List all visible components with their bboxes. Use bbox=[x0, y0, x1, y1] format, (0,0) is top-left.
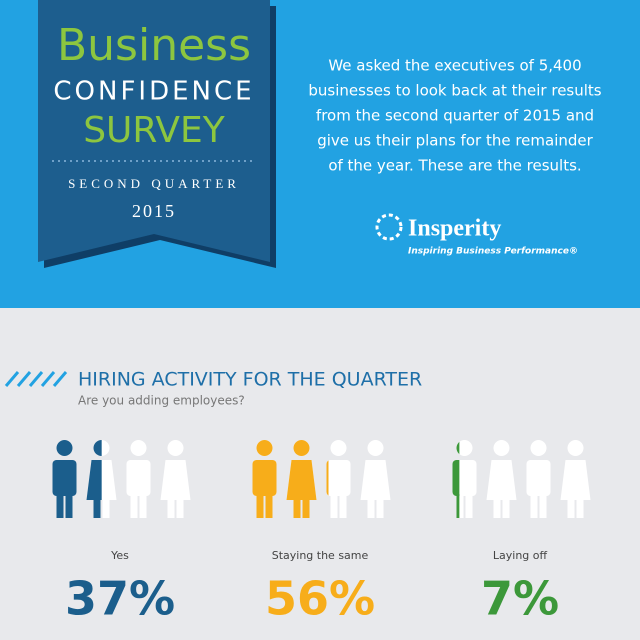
intro-line: businesses to look back at their results bbox=[308, 82, 601, 100]
item-value: 37% bbox=[65, 572, 175, 626]
people-fill bbox=[452, 441, 460, 518]
people-fill bbox=[252, 440, 329, 518]
people-fill bbox=[52, 440, 102, 518]
period: SECOND QUARTER bbox=[68, 176, 240, 191]
logo-icon bbox=[375, 213, 403, 241]
logo-tagline: Inspiring Business Performance® bbox=[408, 247, 578, 257]
stripes bbox=[4, 371, 68, 387]
title: SURVEY bbox=[83, 110, 226, 151]
intro-line: from the second quarter of 2015 and bbox=[316, 107, 594, 125]
title: Business bbox=[57, 20, 251, 71]
intro-line: of the year. These are the results. bbox=[328, 157, 581, 175]
section-subtitle: Are you adding employees? bbox=[78, 394, 245, 408]
item-label: Laying off bbox=[493, 549, 548, 562]
intro-line: give us their plans for the remainder bbox=[317, 132, 593, 150]
item-label: Yes bbox=[110, 549, 129, 562]
item-value: 7% bbox=[481, 572, 559, 626]
title: CONFIDENCE bbox=[53, 77, 254, 107]
banner bbox=[38, 0, 270, 262]
section-title: HIRING ACTIVITY FOR THE QUARTER bbox=[78, 369, 422, 391]
intro: We asked the executives of 5,400 business… bbox=[308, 57, 601, 175]
intro-line: We asked the executives of 5,400 bbox=[328, 57, 581, 75]
year: 2015 bbox=[132, 201, 176, 221]
item-value: 56% bbox=[265, 572, 375, 626]
item-label: Staying the same bbox=[272, 549, 369, 562]
logo-name: Insperity bbox=[408, 216, 501, 242]
